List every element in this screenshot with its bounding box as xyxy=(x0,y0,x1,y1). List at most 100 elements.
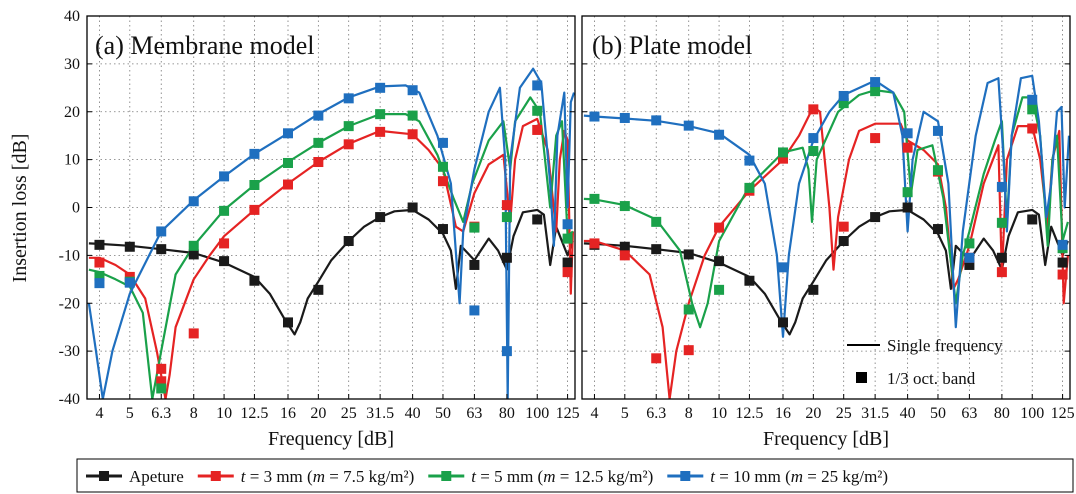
x-tick-label: 10 xyxy=(711,405,727,422)
x-tick-label: 8 xyxy=(685,405,693,422)
x-ticks-b: 4 5 6.3 8 10 12.5 16 20 25 31.5 40 50 63 80 100 125 xyxy=(590,394,1075,422)
band-marker-series-1 xyxy=(1027,214,1038,225)
curve-series-1 xyxy=(583,208,1069,336)
x-tick-label: 8 xyxy=(190,405,198,422)
panel-membrane-model: -40 -30 -20 -10 0 10 20 30 40 4 5 6.3 8 10 12.5 16 20 25… xyxy=(59,8,580,450)
panel-plate-model: 4 5 6.3 8 10 12.5 16 20 25 31.5 40 50 63 80 100 125 (b)… xyxy=(581,15,1075,450)
band-marker-series-4 xyxy=(1057,239,1068,250)
y-tick-label: 30 xyxy=(64,56,80,73)
band-marker-series-4 xyxy=(777,262,788,273)
band-marker-series-3 xyxy=(744,182,755,193)
band-marker-series-4 xyxy=(407,85,418,96)
band-marker-series-4 xyxy=(562,219,573,230)
band-marker-series-3 xyxy=(532,105,543,116)
x-tick-label: 5 xyxy=(126,405,134,422)
band-marker-series-1 xyxy=(838,236,849,247)
band-marker-series-4 xyxy=(469,305,480,316)
y-tick-label: -20 xyxy=(59,295,80,312)
band-marker-series-1 xyxy=(996,252,1007,263)
y-axis-label: Insertion loss [dB] xyxy=(9,134,31,283)
y-ticks-a: -40 -30 -20 -10 0 10 20 30 40 xyxy=(59,8,575,408)
band-marker-series-2 xyxy=(156,376,167,387)
band-marker-series-1 xyxy=(156,244,167,255)
band-marker-series-4 xyxy=(964,252,975,263)
band-marker-series-3 xyxy=(651,216,662,227)
band-marker-series-2 xyxy=(902,142,913,153)
band-marker-series-4 xyxy=(532,80,543,91)
legend-marker-icon-3 xyxy=(441,471,452,481)
x-tick-label: 20 xyxy=(310,405,326,422)
band-marker-series-1 xyxy=(683,249,694,260)
band-marker-series-1 xyxy=(501,252,512,263)
inset-legend-octave-band: 1/3 oct. band xyxy=(887,369,976,388)
band-marker-series-1 xyxy=(437,224,448,235)
band-marker-series-1 xyxy=(219,256,230,267)
band-marker-series-2 xyxy=(94,257,105,268)
band-marker-series-3 xyxy=(219,205,230,216)
band-marker-series-4 xyxy=(249,148,260,159)
panel-title-b: (b) Plate model xyxy=(592,31,752,60)
x-tick-label: 100 xyxy=(525,405,549,422)
band-marker-series-3 xyxy=(619,201,630,212)
y-tick-label: 10 xyxy=(64,152,80,169)
band-marker-series-3 xyxy=(838,98,849,109)
legend-box xyxy=(76,458,1074,493)
x-tick-label: 31.5 xyxy=(366,405,394,422)
band-marker-series-4 xyxy=(501,346,512,357)
band-marker-series-4 xyxy=(124,277,135,288)
legend-label-4: t = 10 mm (m = 25 kg/m²) xyxy=(710,467,888,486)
band-marker-series-2 xyxy=(562,267,573,278)
band-marker-series-3 xyxy=(375,109,386,120)
band-marker-series-3 xyxy=(808,146,819,157)
legend-marker-icon-1 xyxy=(99,471,109,481)
band-marker-series-1 xyxy=(619,241,630,252)
y-tick-label: -10 xyxy=(59,247,80,264)
band-marker-series-2 xyxy=(188,328,199,339)
curve-series-2 xyxy=(583,105,1069,399)
band-marker-series-3 xyxy=(469,222,480,233)
band-marker-series-4 xyxy=(870,77,881,88)
band-marker-series-3 xyxy=(437,161,448,172)
x-tick-label: 100 xyxy=(1020,405,1044,422)
x-tick-label: 6.3 xyxy=(646,405,666,422)
band-marker-series-2 xyxy=(683,345,694,356)
band-marker-series-3 xyxy=(156,383,167,394)
x-ticks-a: 4 5 6.3 8 10 12.5 16 20 25 31.5 40 50 63 80 100 125 xyxy=(95,394,580,422)
band-marker-series-3 xyxy=(683,304,694,315)
y-tick-label: -40 xyxy=(59,391,80,408)
legend-marker-icon-4 xyxy=(680,471,691,481)
band-marker-series-1 xyxy=(282,317,293,328)
band-marker-series-4 xyxy=(1027,94,1038,105)
band-marker-series-2 xyxy=(249,204,260,215)
x-tick-label: 80 xyxy=(499,405,515,422)
band-marker-series-2 xyxy=(619,250,630,261)
band-marker-series-2 xyxy=(532,124,543,135)
x-tick-label: 10 xyxy=(216,405,232,422)
x-tick-label: 6.3 xyxy=(151,405,171,422)
band-marker-series-2 xyxy=(282,179,293,190)
band-marker-series-4 xyxy=(651,115,662,126)
band-marker-series-4 xyxy=(683,120,694,131)
y-tick-label: 20 xyxy=(64,104,80,121)
band-marker-series-3 xyxy=(562,233,573,244)
band-marker-series-3 xyxy=(188,240,199,251)
band-marker-series-3 xyxy=(777,147,788,158)
x-tick-label: 31.5 xyxy=(861,405,889,422)
band-marker-series-4 xyxy=(589,111,600,122)
band-marker-series-1 xyxy=(249,275,260,286)
band-marker-series-3 xyxy=(870,86,881,97)
band-marker-series-4 xyxy=(375,82,386,93)
band-marker-series-1 xyxy=(469,259,480,270)
inset-legend: Single frequency 1/3 oct. band xyxy=(847,336,1003,388)
band-marker-series-4 xyxy=(808,133,819,144)
legend-label-3: t = 5 mm (m = 12.5 kg/m²) xyxy=(471,467,653,486)
band-marker-series-4 xyxy=(313,110,324,121)
y-ticks-b xyxy=(582,15,1070,400)
x-tick-label: 50 xyxy=(930,405,946,422)
band-marker-series-1 xyxy=(124,241,135,252)
band-marker-series-1 xyxy=(532,214,543,225)
x-tick-label: 20 xyxy=(805,405,821,422)
curve-series-4 xyxy=(87,67,575,399)
band-marker-series-4 xyxy=(94,278,105,289)
